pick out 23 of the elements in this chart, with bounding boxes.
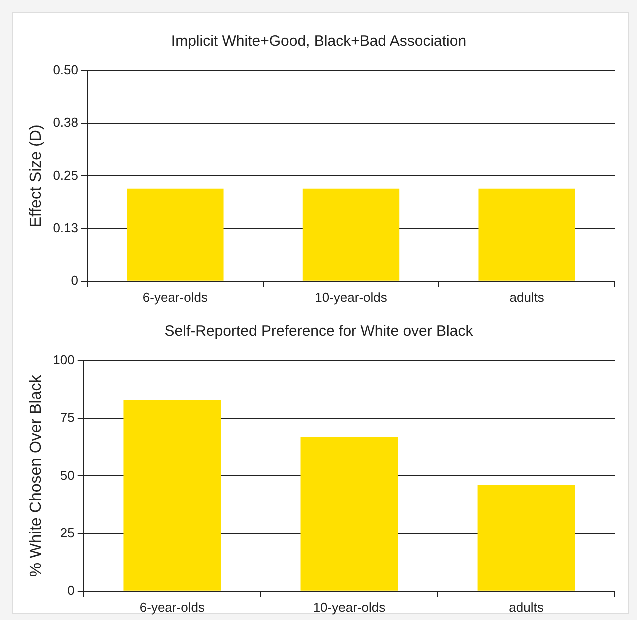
y-tick-label: 25	[60, 525, 75, 540]
y-tick-label: 0.50	[53, 62, 78, 78]
y-tick-label: 0.38	[53, 115, 78, 130]
y-tick-label: 50	[60, 468, 75, 483]
x-tick-label: 10-year-olds	[313, 600, 386, 615]
y-axis-title: % White Chosen Over Black	[28, 374, 46, 578]
y-tick-label: 0	[68, 582, 75, 598]
x-tick-label: adults	[509, 600, 544, 615]
y-axis-title: Effect Size (D)	[28, 124, 46, 228]
y-tick-label: 0.13	[53, 220, 78, 236]
x-tick-label: adults	[510, 290, 545, 305]
bar	[124, 400, 222, 591]
chart-title: Implicit White+Good, Black+Bad Association	[171, 33, 467, 50]
y-tick-label: 75	[60, 410, 75, 426]
y-tick-label: 0	[71, 272, 78, 288]
bar	[478, 485, 576, 591]
y-tick-label: 0.25	[53, 168, 78, 183]
chart-title: Self-Reported Preference for White over Black	[164, 323, 474, 340]
bar	[300, 437, 398, 591]
x-tick-label: 6-year-olds	[142, 290, 208, 305]
y-tick-label: 100	[53, 352, 75, 368]
x-tick-label: 10-year-olds	[315, 290, 388, 305]
x-tick-label: 6-year-olds	[140, 600, 206, 615]
